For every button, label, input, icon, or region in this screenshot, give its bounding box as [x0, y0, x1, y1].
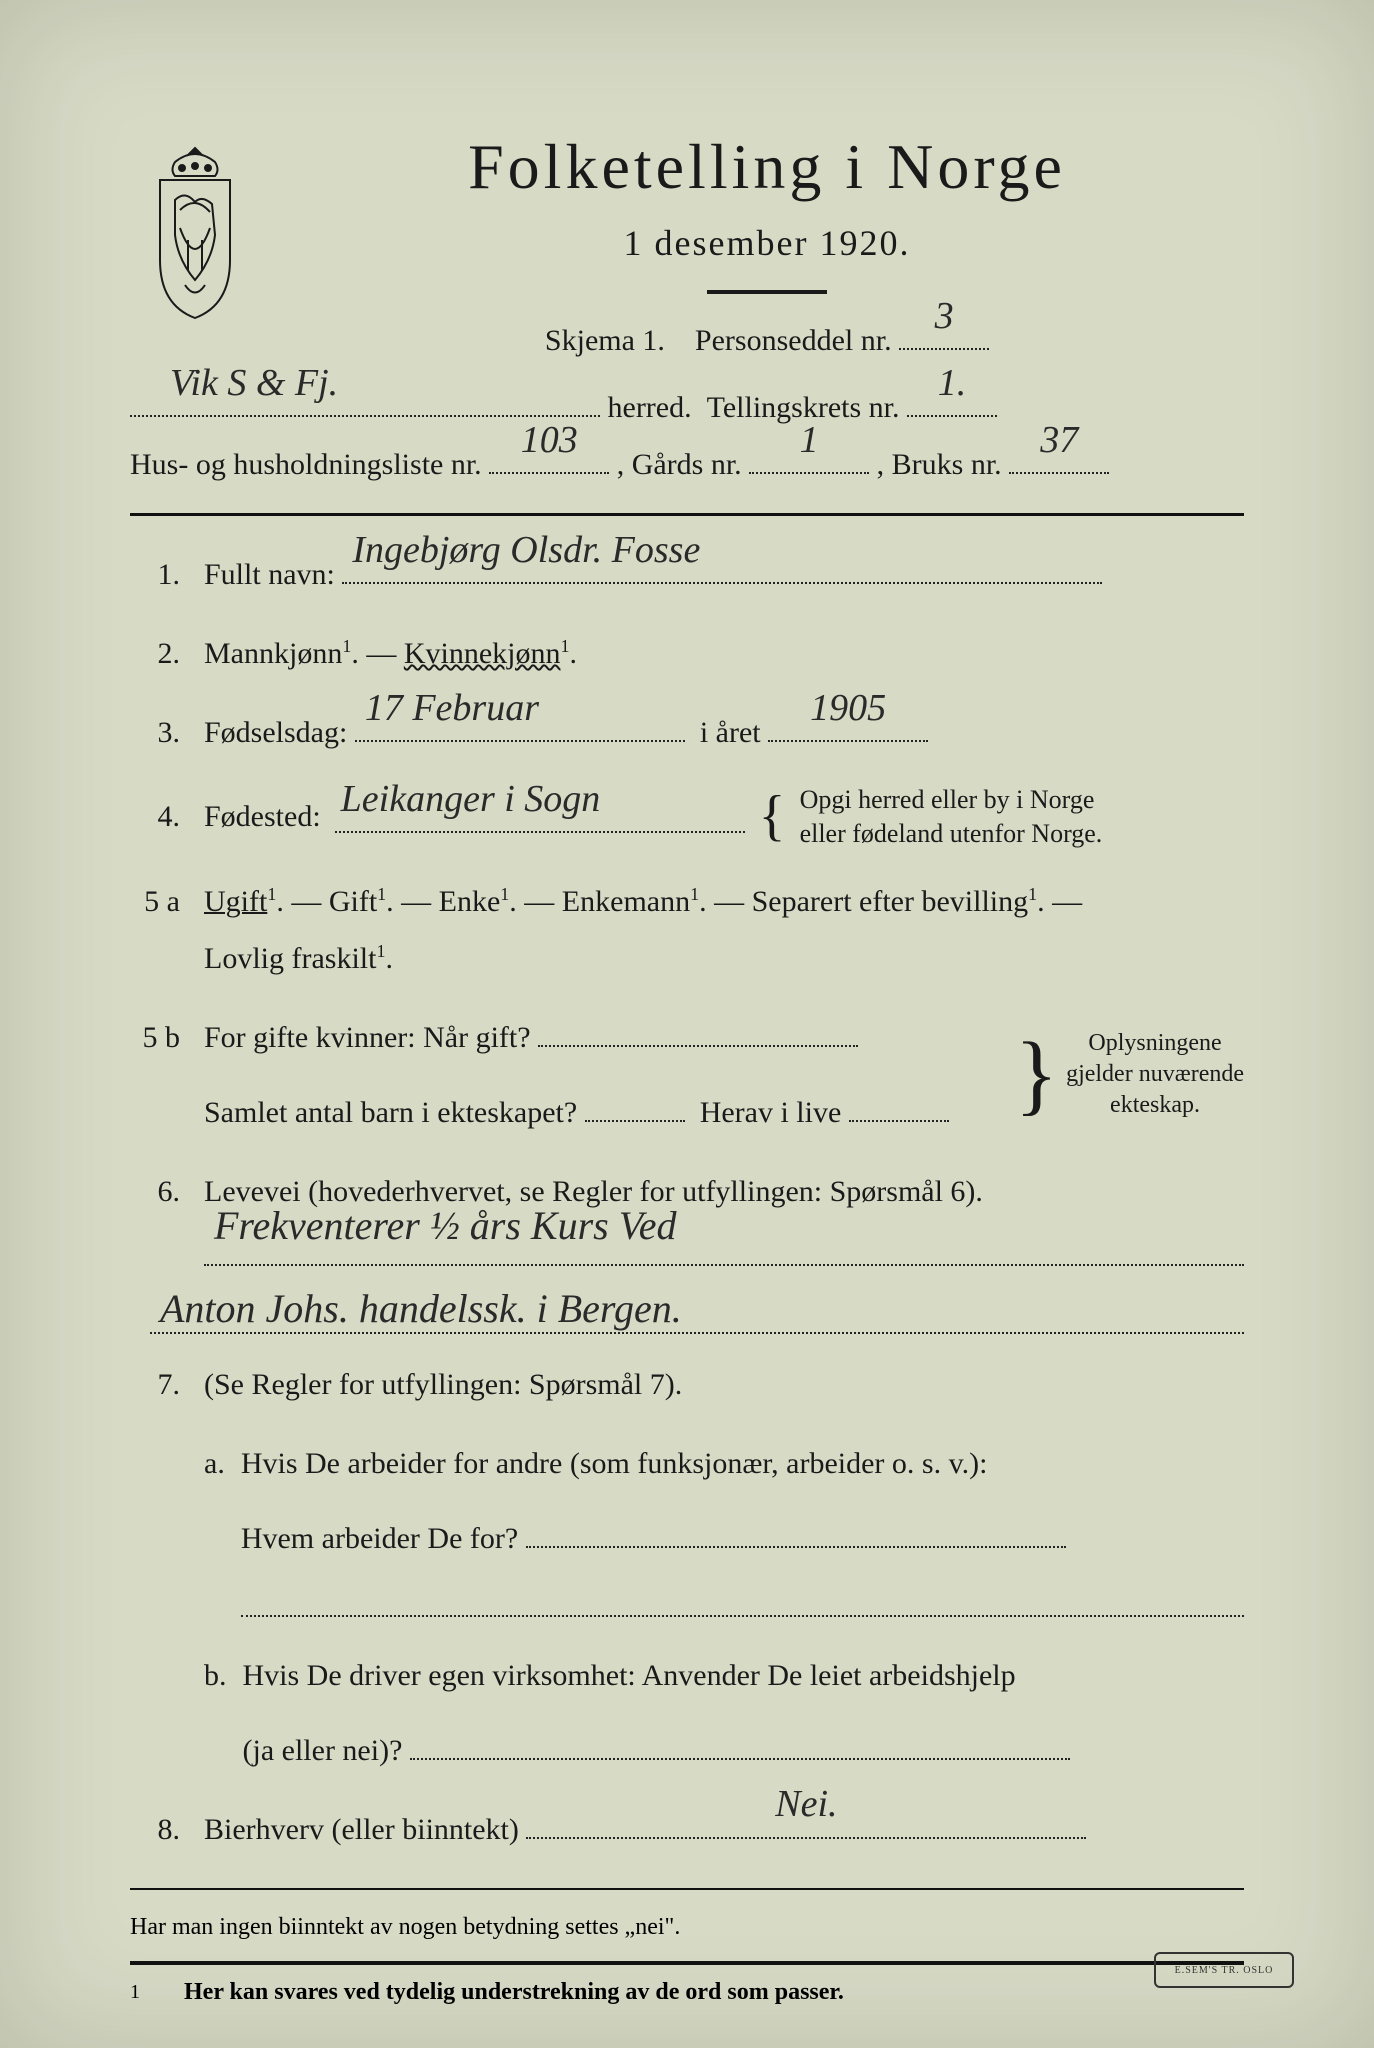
q5b-sidenote: Oplysningene gjelder nuværende ekteskap. [1066, 1028, 1244, 1122]
q3-label-day: Fødselsdag: [204, 716, 347, 749]
q8-field: Nei. [526, 1806, 1086, 1839]
coat-of-arms-icon [130, 140, 260, 320]
q8-value: Nei. [526, 1768, 1086, 1840]
q4-row: 4. Fødested: Leikanger i Sogn { Opgi her… [130, 783, 1244, 851]
q7-label: (Se Regler for utfyllingen: Spørsmål 7). [204, 1368, 682, 1401]
q5b-num: 5 b [130, 1021, 190, 1055]
q3-content: Fødselsdag: 17 Februar i året 1905 [204, 704, 1244, 761]
q7a-text1: Hvis De arbeider for andre (som funksjon… [241, 1435, 1244, 1492]
q6-num: 6. [130, 1175, 190, 1209]
q4-num: 4. [130, 800, 190, 834]
q5b-ilive-field [849, 1089, 949, 1122]
q1-content: Fullt navn: Ingebjørg Olsdr. Fosse [204, 546, 1244, 603]
herred-label: herred. [608, 391, 692, 424]
q2-kvinne-underlined: Kvinnekjønn [404, 637, 561, 670]
husliste-field: 103 [489, 441, 609, 474]
q6-line2: Anton Johs. handelssk. i Bergen. [150, 1296, 1244, 1334]
q4-label: Fødested: [204, 788, 321, 845]
q1-num: 1. [130, 558, 190, 592]
husliste-value: 103 [489, 404, 609, 476]
q3-day-field: 17 Februar [355, 709, 685, 742]
gard-field: 1 [749, 441, 869, 474]
q5b-content: For gifte kvinner: Når gift? Samlet anta… [204, 1009, 1244, 1141]
q5b-gift-field [538, 1014, 858, 1047]
q2-mann: Mannkjønn [204, 637, 342, 670]
divider-bottom [130, 1888, 1244, 1890]
q1-row: 1. Fullt navn: Ingebjørg Olsdr. Fosse [130, 546, 1244, 603]
personseddel-nr-value: 3 [899, 280, 989, 352]
q1-field: Ingebjørg Olsdr. Fosse [342, 551, 1102, 584]
q6-content: Levevei (hovederhvervet, se Regler for u… [204, 1163, 1244, 1274]
title-rule [707, 290, 827, 294]
q7b-field [410, 1727, 1070, 1760]
q3-day-value: 17 Februar [355, 672, 685, 744]
q4-sidenote: Opgi herred eller by i Norge eller fødel… [800, 783, 1103, 851]
q5b-row: 5 b For gifte kvinner: Når gift? Samlet … [130, 1009, 1244, 1141]
header: Folketelling i Norge 1 desember 1920. Sk… [130, 130, 1244, 369]
q3-row: 3. Fødselsdag: 17 Februar i året 1905 [130, 704, 1244, 761]
q6-value-l1: Frekventerer ½ års Kurs Ved [204, 1188, 1244, 1264]
title-block: Folketelling i Norge 1 desember 1920. Sk… [290, 130, 1244, 369]
footnote-text: Her kan svares ved tydelig understreknin… [184, 1979, 844, 2006]
q2-row: 2. Mannkjønn1. — Kvinnekjønn1. [130, 625, 1244, 682]
subtitle-date: 1 desember 1920. [290, 222, 1244, 264]
q5a-content: Ugift1. — Gift1. — Enke1. — Enkemann1. —… [204, 873, 1244, 987]
list-line: Hus- og husholdningsliste nr. 103 , Gård… [130, 436, 1244, 493]
gard-label: , Gårds nr. [617, 448, 742, 481]
q3-label-year: i året [700, 716, 761, 749]
printer-stamp: E.SEM'S TR. OSLO [1154, 1952, 1294, 1988]
q5a-ugift-underlined: Ugift [204, 885, 267, 918]
husliste-label: Hus- og husholdningsliste nr. [130, 448, 482, 481]
footnote-index: 1 [130, 1981, 160, 2004]
q7b-label: b. [204, 1647, 227, 1779]
q7-row: 7. (Se Regler for utfyllingen: Spørsmål … [130, 1356, 1244, 1779]
q8-content: Bierhverv (eller biinntekt) Nei. [204, 1801, 1244, 1858]
q4-field: Leikanger i Sogn [335, 800, 745, 833]
q8-label: Bierhverv (eller biinntekt) [204, 1813, 519, 1846]
q4-content: Fødested: Leikanger i Sogn { Opgi herred… [204, 783, 1244, 851]
q6-line1: Frekventerer ½ års Kurs Ved [204, 1228, 1244, 1266]
q6-row: 6. Levevei (hovederhvervet, se Regler fo… [130, 1163, 1244, 1274]
bruk-label: , Bruks nr. [877, 448, 1002, 481]
q8-row: 8. Bierhverv (eller biinntekt) Nei. [130, 1801, 1244, 1858]
q7a-text2: Hvem arbeider De for? [241, 1522, 518, 1555]
q7b-text1: Hvis De driver egen virksomhet: Anvender… [243, 1647, 1245, 1704]
q3-year-field: 1905 [768, 709, 928, 742]
q7-num: 7. [130, 1368, 190, 1402]
q5b-barn-field [585, 1089, 685, 1122]
q6-value-l2: Anton Johs. handelssk. i Bergen. [150, 1285, 1244, 1332]
q3-year-value: 1905 [768, 672, 928, 744]
personseddel-nr-field: 3 [899, 317, 989, 350]
q7a-field [526, 1515, 1066, 1548]
q7a-line2 [241, 1579, 1244, 1617]
bruk-value: 37 [1009, 404, 1109, 476]
q7-content: (Se Regler for utfyllingen: Spørsmål 7).… [204, 1356, 1244, 1779]
q7a-label: a. [204, 1435, 225, 1625]
q4-value: Leikanger i Sogn [335, 763, 745, 835]
census-form-page: Folketelling i Norge 1 desember 1920. Sk… [0, 0, 1374, 2048]
main-title: Folketelling i Norge [290, 130, 1244, 204]
q8-num: 8. [130, 1813, 190, 1847]
skjema-label-2: Personseddel nr. [695, 324, 892, 357]
q7b-text2: (ja eller nei)? [243, 1734, 403, 1767]
footnote: 1 Her kan svares ved tydelig understrekn… [130, 1961, 1244, 2006]
q2-num: 2. [130, 637, 190, 671]
q5a-row: 5 a Ugift1. — Gift1. — Enke1. — Enkemann… [130, 873, 1244, 987]
tellingskrets-value: 1. [907, 347, 997, 419]
footer-note: Har man ingen biinntekt av nogen betydni… [130, 1914, 1244, 1941]
q1-label: Fullt navn: [204, 558, 335, 591]
tellingskrets-field: 1. [907, 384, 997, 417]
brace-icon: } [1015, 1039, 1058, 1111]
gard-value: 1 [749, 404, 869, 476]
q5a-num: 5 a [130, 885, 190, 919]
bruk-field: 37 [1009, 441, 1109, 474]
q1-value: Ingebjørg Olsdr. Fosse [342, 514, 1102, 586]
q3-num: 3. [130, 716, 190, 750]
form-inner: Folketelling i Norge 1 desember 1920. Sk… [70, 50, 1304, 1998]
